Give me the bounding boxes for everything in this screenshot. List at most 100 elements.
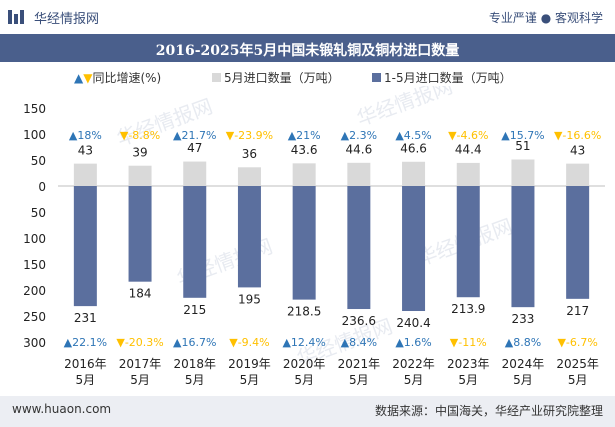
- x-tick-label-line: 2019年: [228, 357, 271, 371]
- bar-monthly-4: [292, 163, 316, 186]
- y-tick-label: 150: [23, 258, 46, 272]
- growth-bottom-label: ▼-20.3%: [116, 336, 163, 349]
- bars-layer: [73, 159, 590, 312]
- growth-top-label: ▼-16.6%: [554, 129, 601, 142]
- growth-bottom-label: ▲12.4%: [282, 336, 325, 349]
- growth-top-label: ▲21.7%: [173, 129, 216, 142]
- x-tick-label: 2020年 5月: [283, 357, 326, 387]
- bar-monthly-9: [566, 163, 590, 186]
- bar-ytd-0: [73, 186, 97, 307]
- bar-monthly-3: [237, 167, 261, 186]
- legend-up-triangle-icon: ▲: [74, 71, 84, 85]
- y-tick-label: 200: [23, 284, 46, 298]
- x-tick-label-line: 5月: [130, 373, 150, 387]
- bar-ytd-3: [237, 186, 261, 288]
- monthly-value-label: 44.4: [455, 143, 482, 157]
- chart-title: 2016-2025年5月中国未锻轧铜及铜材进口数量: [155, 43, 460, 59]
- growth-bottom-label: ▲16.7%: [173, 336, 216, 349]
- x-tick-label-line: 5月: [240, 373, 260, 387]
- monthly-value-label: 36: [242, 147, 257, 161]
- ytd-value-label: 236.6: [342, 314, 376, 328]
- ytd-value-label: 213.9: [451, 302, 485, 316]
- bar-monthly-7: [456, 162, 480, 186]
- chart-legend: ▲▼同比增速(%) 5月进口数量（万吨） 1-5月进口数量（万吨）: [0, 66, 615, 86]
- x-tick-label-line: 5月: [458, 373, 478, 387]
- growth-bottom-label: ▼-9.4%: [229, 336, 269, 349]
- growth-top-label: ▲15.7%: [501, 129, 544, 142]
- bar-ytd-5: [347, 186, 371, 310]
- x-tick-label: 2022年 5月: [392, 357, 435, 387]
- growth-bottom-label: ▲22.1%: [64, 336, 107, 349]
- bar-ytd-2: [183, 186, 207, 298]
- tagline: 专业严谨 ● 客观科学: [488, 11, 603, 25]
- labels-layer: 43 231 ▲18% ▲22.1% 2016年 5月 39 184 ▼-8.8% ▼-20.3%…: [64, 129, 602, 387]
- growth-top-label: ▲4.5%: [395, 129, 431, 142]
- x-tick-label-line: 2023年: [447, 357, 490, 371]
- growth-bottom-label: ▲8.4%: [341, 336, 377, 349]
- watermark-1: 华经情报网: [354, 86, 456, 131]
- y-tick-label: 100: [23, 128, 46, 142]
- x-tick-label-line: 2024年: [502, 357, 545, 371]
- growth-top-label: ▼-4.6%: [448, 129, 488, 142]
- y-tick-label: 300: [23, 336, 46, 350]
- chart-plot: 华经情报网华经情报网华经情报网华经情报网华经情报网 15010050050100…: [23, 86, 605, 387]
- growth-top-label: ▲21%: [288, 129, 321, 142]
- y-tick-label: 0: [38, 180, 46, 194]
- x-tick-label-line: 2017年: [119, 357, 162, 371]
- top-bar: 华经情报网 专业严谨 ● 客观科学: [0, 0, 615, 34]
- y-tick-label: 50: [31, 154, 46, 168]
- x-tick-label-line: 5月: [294, 373, 314, 387]
- x-tick-label: 2018年 5月: [173, 357, 216, 387]
- legend-ytd-swatch: [372, 73, 381, 82]
- monthly-value-label: 44.6: [345, 142, 372, 156]
- brand-logo-icon: [8, 10, 24, 24]
- ytd-value-label: 218.5: [287, 305, 321, 319]
- monthly-value-label: 43: [78, 143, 93, 157]
- monthly-value-label: 43: [570, 143, 585, 157]
- x-tick-label-line: 2025年: [556, 357, 599, 371]
- bar-ytd-8: [511, 186, 535, 308]
- growth-bottom-label: ▲8.8%: [505, 336, 541, 349]
- bar-ytd-6: [402, 186, 426, 312]
- bar-monthly-5: [347, 162, 371, 186]
- x-tick-label: 2021年 5月: [338, 357, 381, 387]
- ytd-value-label: 184: [129, 287, 152, 301]
- y-tick-label: 100: [23, 232, 46, 246]
- ytd-value-label: 240.4: [396, 316, 430, 330]
- legend-ytd: 1-5月进口数量（万吨）: [372, 69, 512, 86]
- y-axis: 150 100 50 0 50 100 150 200 250 300: [23, 102, 605, 350]
- bar-monthly-1: [128, 165, 152, 186]
- monthly-value-label: 51: [515, 139, 530, 153]
- x-tick-label-line: 2021年: [338, 357, 381, 371]
- x-tick-label-line: 2020年: [283, 357, 326, 371]
- website-link[interactable]: www.huaon.com: [12, 402, 112, 416]
- legend-growth: ▲▼同比增速(%): [74, 69, 161, 86]
- monthly-value-label: 47: [187, 141, 202, 155]
- growth-top-label: ▼-8.8%: [120, 129, 160, 142]
- legend-growth-label: 同比增速(%): [92, 71, 162, 85]
- bar-monthly-2: [183, 161, 207, 186]
- bar-ytd-7: [456, 186, 480, 298]
- x-tick-label-line: 2016年: [64, 357, 107, 371]
- growth-top-label: ▲18%: [69, 129, 102, 142]
- bar-monthly-6: [402, 161, 426, 186]
- title-bar: 2016-2025年5月中国未锻轧铜及铜材进口数量: [0, 34, 615, 62]
- ytd-value-label: 231: [74, 311, 97, 325]
- footer-bar: www.huaon.com 数据来源：中国海关，华经产业研究院整理: [0, 396, 615, 427]
- x-tick-label-line: 5月: [76, 373, 96, 387]
- legend-monthly: 5月进口数量（万吨）: [212, 69, 340, 86]
- bar-ytd-4: [292, 186, 316, 300]
- ytd-value-label: 217: [566, 304, 589, 318]
- growth-bottom-label: ▼-6.7%: [557, 336, 597, 349]
- y-tick-label: 50: [31, 206, 46, 220]
- bar-ytd-1: [128, 186, 152, 282]
- bar-monthly-8: [511, 159, 535, 186]
- x-tick-label-line: 5月: [568, 373, 588, 387]
- y-tick-label: 150: [23, 102, 46, 116]
- x-tick-label-line: 2018年: [173, 357, 216, 371]
- x-tick-label: 2024年 5月: [502, 357, 545, 387]
- x-tick-label: 2017年 5月: [119, 357, 162, 387]
- monthly-value-label: 39: [132, 145, 147, 159]
- data-source: 数据来源：中国海关，华经产业研究院整理: [374, 404, 603, 418]
- x-tick-label-line: 5月: [185, 373, 205, 387]
